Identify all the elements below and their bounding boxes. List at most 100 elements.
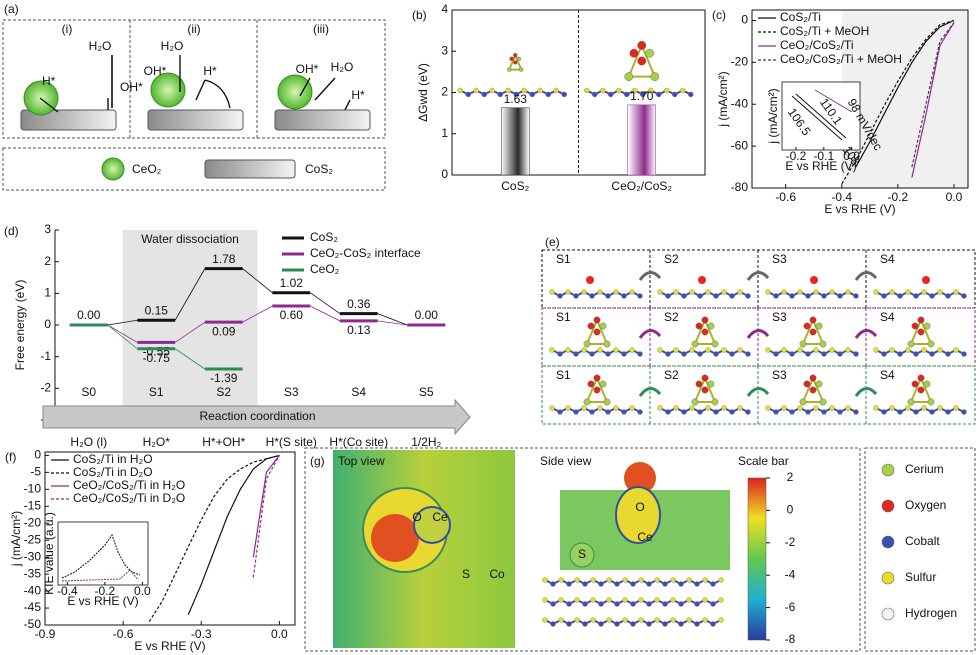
panel-label: (f) — [5, 450, 16, 464]
atom — [929, 293, 935, 299]
atom — [945, 351, 951, 357]
atom — [621, 409, 627, 415]
atom — [813, 289, 819, 295]
atom — [590, 597, 596, 603]
series-line — [911, 22, 955, 178]
atom — [815, 322, 823, 330]
atom — [813, 405, 819, 411]
atom — [587, 322, 595, 330]
atom — [681, 409, 687, 415]
y-axis-title: Free energy (eV) — [13, 280, 27, 371]
molecule — [371, 514, 419, 562]
atom — [457, 87, 463, 94]
value-label: 0.00 — [415, 308, 439, 322]
connector — [174, 348, 206, 370]
molecule — [624, 462, 656, 494]
atom — [616, 87, 622, 94]
state-label: H*(S site) — [266, 435, 317, 449]
atom — [614, 601, 620, 607]
view-title: Top view — [338, 454, 385, 468]
atom — [711, 398, 719, 406]
inset-tick-label: -0.2 — [786, 149, 807, 163]
layout — [2, 19, 976, 652]
atom — [937, 289, 943, 295]
legend-text: CeO₂/CoS₂/Ti in D₂O — [73, 491, 185, 505]
colorbar-title: Scale bar — [738, 454, 789, 468]
y-tick-label: 1 — [441, 126, 448, 140]
y-tick-label: -40 — [731, 96, 749, 110]
atom — [592, 91, 598, 98]
step-label: S3 — [772, 368, 787, 382]
atom — [873, 347, 879, 353]
atom — [629, 405, 635, 411]
atom — [929, 351, 935, 357]
atom — [630, 581, 636, 587]
legend-text: CeO₂ — [310, 262, 340, 276]
state-label: H*+OH* — [202, 435, 245, 449]
atom — [961, 409, 967, 415]
atom — [945, 409, 951, 415]
atom — [937, 405, 943, 411]
atom — [897, 409, 903, 415]
atom — [737, 347, 743, 353]
atom — [694, 621, 700, 627]
atom — [845, 289, 851, 295]
legend-text: CoS₂/Ti + MeOH — [780, 24, 869, 38]
atom — [549, 289, 555, 295]
y-tick-label: 2 — [441, 85, 448, 99]
inset-tick-label: -0.2 — [95, 584, 116, 598]
atom — [558, 617, 564, 623]
x-tick-label: CeO₂/CoS₂ — [611, 179, 672, 193]
y-tick-label: -1 — [40, 349, 51, 363]
atom — [929, 409, 935, 415]
atom — [953, 289, 959, 295]
atom — [549, 405, 555, 411]
atom — [598, 621, 604, 627]
atom — [630, 601, 636, 607]
atom — [686, 617, 692, 623]
atom — [629, 347, 635, 353]
legend-text: CoS₂ — [305, 162, 333, 176]
sub-label: (ii) — [187, 22, 200, 36]
atom — [889, 405, 895, 411]
atom — [797, 405, 803, 411]
atom — [765, 405, 771, 411]
step-arrow — [638, 387, 662, 397]
x-tick-label: S0 — [81, 385, 96, 399]
inset-lines — [791, 93, 847, 141]
panel-label: (c) — [712, 8, 726, 22]
atom — [881, 351, 887, 357]
y-tick-label: -20 — [24, 515, 42, 529]
state-label: 1/2H₂ — [411, 435, 441, 449]
atom — [721, 289, 727, 295]
arrow — [179, 55, 231, 109]
atom — [773, 409, 779, 415]
atom — [678, 621, 684, 627]
atom — [657, 347, 663, 353]
atom — [529, 91, 535, 98]
atom — [845, 347, 851, 353]
atom — [713, 409, 719, 415]
atom — [581, 347, 587, 353]
panel-label: (d) — [4, 224, 19, 238]
atom-swatch — [881, 607, 895, 621]
step-label: S2 — [664, 252, 679, 266]
y-tick-label: 0 — [34, 448, 41, 462]
atom — [589, 409, 595, 415]
atom — [630, 621, 636, 627]
atom — [837, 293, 843, 299]
atom — [921, 347, 927, 353]
atom — [656, 91, 662, 98]
atom — [681, 351, 687, 357]
atom — [701, 386, 709, 394]
atom-name: Hydrogen — [905, 606, 957, 620]
atom — [695, 322, 703, 330]
connector — [309, 305, 341, 322]
atom — [573, 293, 579, 299]
atom — [697, 409, 703, 415]
atom — [582, 581, 588, 587]
atom — [889, 289, 895, 295]
series-line — [911, 22, 955, 168]
atom — [797, 289, 803, 295]
atom — [729, 293, 735, 299]
